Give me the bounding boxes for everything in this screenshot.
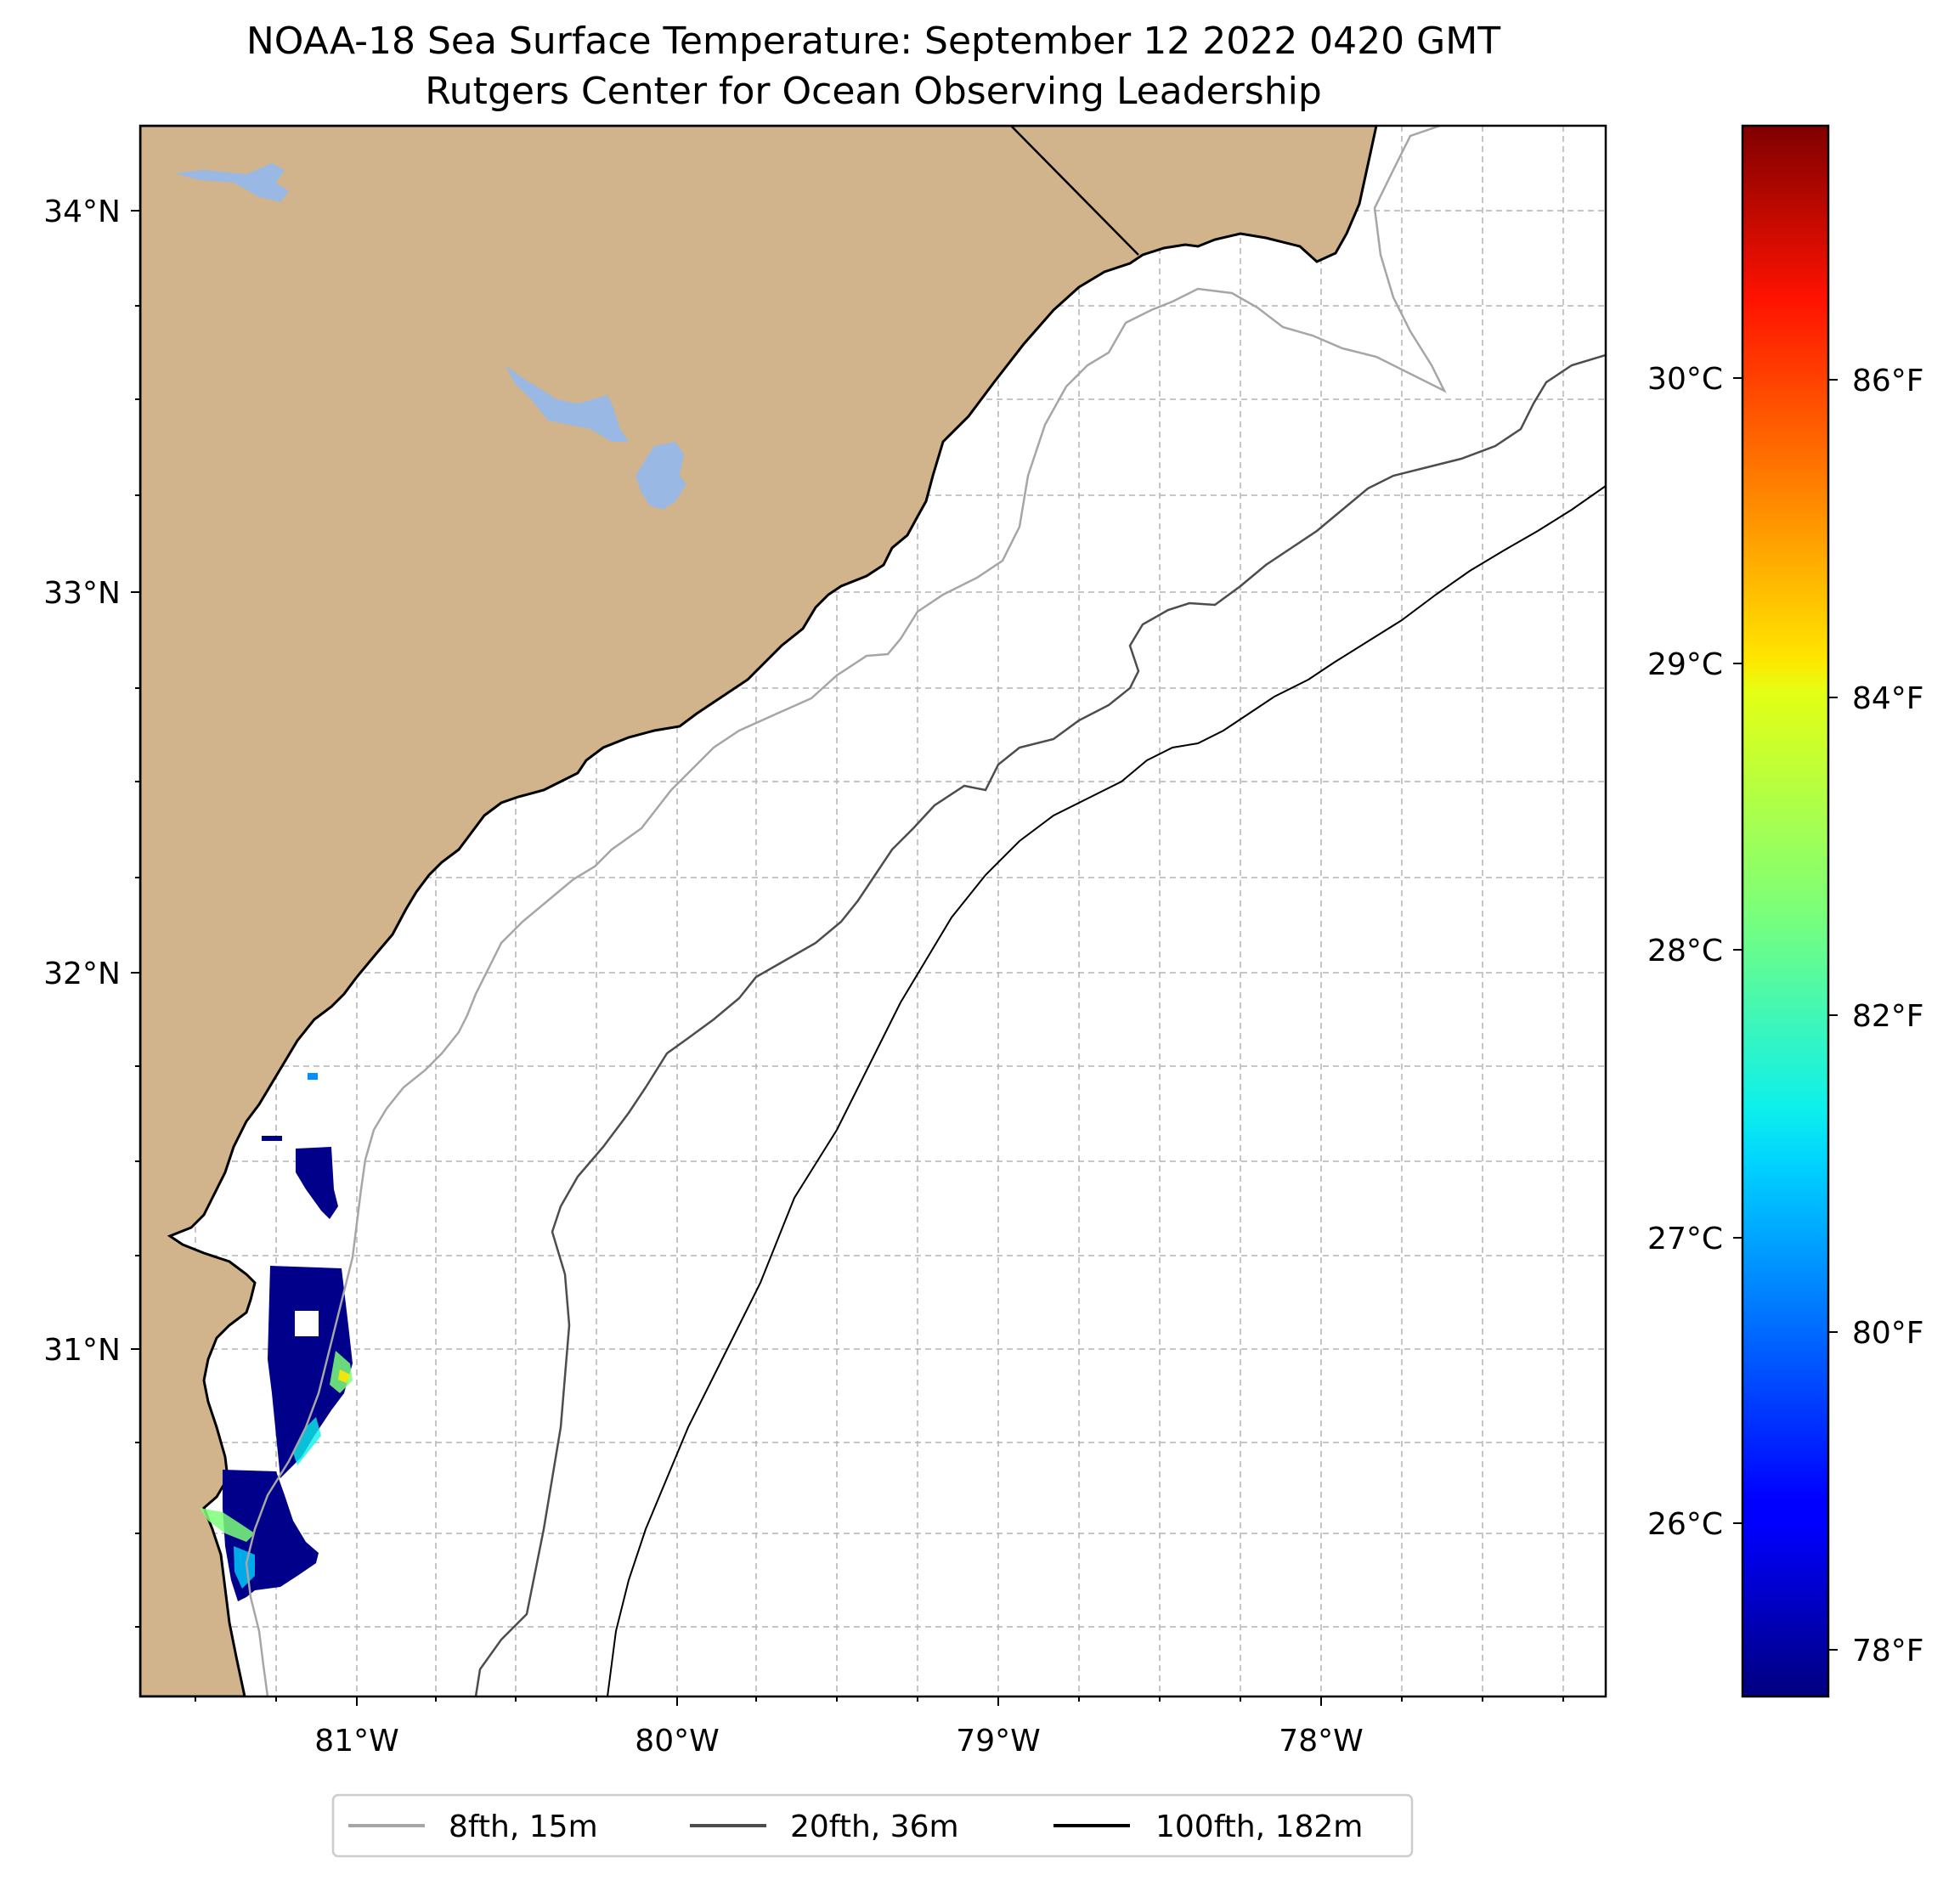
title-line-2: Rutgers Center for Ocean Observing Leade… <box>425 70 1322 113</box>
lake-marion <box>174 163 289 202</box>
fahrenheit-tick-label: 80°F <box>1852 1316 1924 1351</box>
legend-label-100fth: 100fth, 182m <box>1155 1809 1363 1844</box>
legend: 8fth, 15m 20fth, 36m 100fth, 182m <box>331 1793 1414 1858</box>
fahrenheit-tick-label: 86°F <box>1852 364 1924 398</box>
celsius-tick-label: 30°C <box>1647 362 1723 397</box>
lakes <box>174 163 686 510</box>
map-panel <box>140 126 1606 1697</box>
sst-small-pixel-2 <box>262 1136 282 1141</box>
lake-moultrie-lower <box>635 442 686 510</box>
colorbar: 26°C 27°C 28°C 29°C 30°C 78°F 80°F 82°F … <box>1647 124 1924 1698</box>
celsius-tick-label: 28°C <box>1647 934 1723 968</box>
legend-label-8fth: 8fth, 15m <box>449 1809 598 1844</box>
map-ticks <box>131 210 1564 1706</box>
state-border <box>1010 126 1139 256</box>
colorbar-fahrenheit-ticks <box>1828 379 1838 1651</box>
isobath-100fth <box>607 485 1606 1697</box>
y-tick-label: 34°N <box>43 195 121 229</box>
map-frame <box>138 124 1607 1698</box>
celsius-tick-label: 29°C <box>1647 647 1723 682</box>
x-tick-label: 79°W <box>956 1724 1040 1759</box>
celsius-tick-label: 27°C <box>1647 1222 1723 1256</box>
fahrenheit-tick-label: 82°F <box>1852 999 1924 1034</box>
sst-patch-north <box>296 1147 338 1219</box>
legend-box <box>331 1793 1414 1858</box>
fahrenheit-tick-label: 84°F <box>1852 681 1924 716</box>
isobath-20fth <box>474 353 1606 1697</box>
isobaths <box>245 126 1606 1697</box>
fahrenheit-tick-label: 78°F <box>1852 1634 1924 1668</box>
title-line-1: NOAA-18 Sea Surface Temperature: Septemb… <box>246 20 1500 63</box>
sst-gap <box>295 1311 319 1336</box>
x-tick-label: 80°W <box>635 1724 719 1759</box>
x-tick-label: 78°W <box>1279 1724 1363 1759</box>
lake-moultrie-upper <box>506 365 629 442</box>
y-tick-label: 33°N <box>43 576 121 611</box>
x-tick-label: 81°W <box>314 1724 398 1759</box>
colorbar-celsius-ticks <box>1733 377 1743 1524</box>
land-mass <box>140 126 1378 1697</box>
y-tick-label: 32°N <box>43 957 121 991</box>
legend-label-20fth: 20fth, 36m <box>790 1809 959 1844</box>
sst-warm-streak-middle-b <box>338 1369 350 1383</box>
colorbar-celsius-labels: 26°C 27°C 28°C 29°C 30°C <box>1647 362 1723 1542</box>
sst-patch-middle <box>268 1266 353 1478</box>
x-axis-labels: 81°W 80°W 79°W 78°W <box>314 1724 1363 1759</box>
colorbar-fahrenheit-labels: 78°F 80°F 82°F 84°F 86°F <box>1852 364 1924 1668</box>
y-axis-labels: 31°N 32°N 33°N 34°N <box>43 195 121 1368</box>
colorbar-gradient <box>1741 124 1830 1698</box>
isobath-8fth <box>245 126 1447 1697</box>
sst-warm-streak-south <box>200 1508 255 1542</box>
y-tick-label: 31°N <box>43 1333 121 1368</box>
celsius-tick-label: 26°C <box>1647 1507 1723 1542</box>
sst-cyan-streak <box>293 1417 321 1465</box>
sst-small-pixel <box>308 1073 318 1080</box>
sst-cyan-streak-south <box>234 1546 255 1589</box>
